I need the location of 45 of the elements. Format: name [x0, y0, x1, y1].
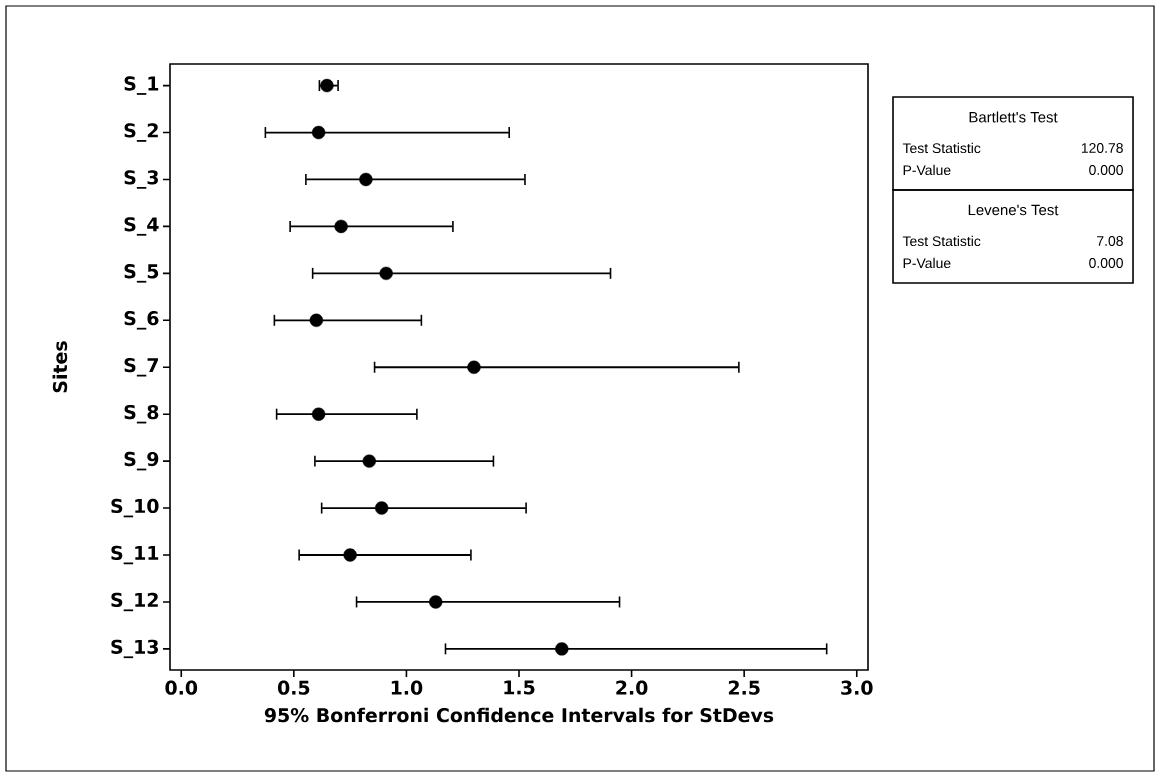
text: 7.08 — [1097, 236, 1123, 246]
y-tick-label: S_11 — [111, 545, 159, 565]
text: P-Value — [903, 164, 951, 176]
point — [320, 78, 334, 93]
point — [379, 266, 393, 281]
point — [343, 548, 357, 562]
text: Test Statistic — [902, 142, 981, 154]
y-tick-label: S_3 — [124, 170, 158, 189]
x-tick-label: 3.0 — [841, 680, 873, 695]
point — [555, 642, 569, 656]
text: Bartlett's Test — [969, 111, 1058, 123]
y-tick-label: S_10 — [111, 498, 159, 518]
text: 120.78 — [1081, 143, 1123, 153]
text: Test Statistic — [902, 235, 981, 247]
y-tick-label: S_4 — [124, 217, 159, 236]
text: 0.000 — [1089, 165, 1123, 175]
y-tick-label: S_6 — [124, 311, 159, 330]
x-tick-label: 2.5 — [728, 680, 760, 695]
y-tick-label: S_12 — [111, 592, 158, 612]
point — [311, 125, 326, 140]
x-tick-label: 1.5 — [504, 680, 535, 695]
y-axis-title: Sites — [52, 341, 68, 393]
y-tick-label: S_8 — [124, 404, 159, 424]
point — [309, 313, 324, 327]
point — [334, 219, 348, 234]
y-tick-label: S_2 — [124, 123, 158, 142]
point — [429, 595, 443, 609]
point — [362, 454, 376, 468]
text: 0.000 — [1089, 258, 1123, 268]
point — [467, 360, 481, 374]
x-tick-label: 0.5 — [277, 680, 310, 695]
y-tick-label: S_9 — [124, 451, 159, 471]
y-tick-label: S_5 — [124, 264, 159, 283]
x-tick-label: 0.0 — [165, 680, 198, 695]
x-tick-label: 1.0 — [391, 680, 423, 695]
point — [359, 172, 373, 187]
y-tick-label: S_7 — [124, 357, 158, 377]
y-tick-label: S_1 — [124, 76, 159, 95]
point — [374, 501, 389, 515]
y-tick-label: S_13 — [111, 639, 158, 659]
x-tick-label: 2.0 — [616, 680, 648, 695]
point — [311, 407, 326, 421]
text: Levene's Test — [968, 204, 1059, 216]
text: P-Value — [903, 257, 951, 269]
x-axis-title: 95% Bonferroni Confidence Intervals for StDevs — [264, 707, 774, 723]
